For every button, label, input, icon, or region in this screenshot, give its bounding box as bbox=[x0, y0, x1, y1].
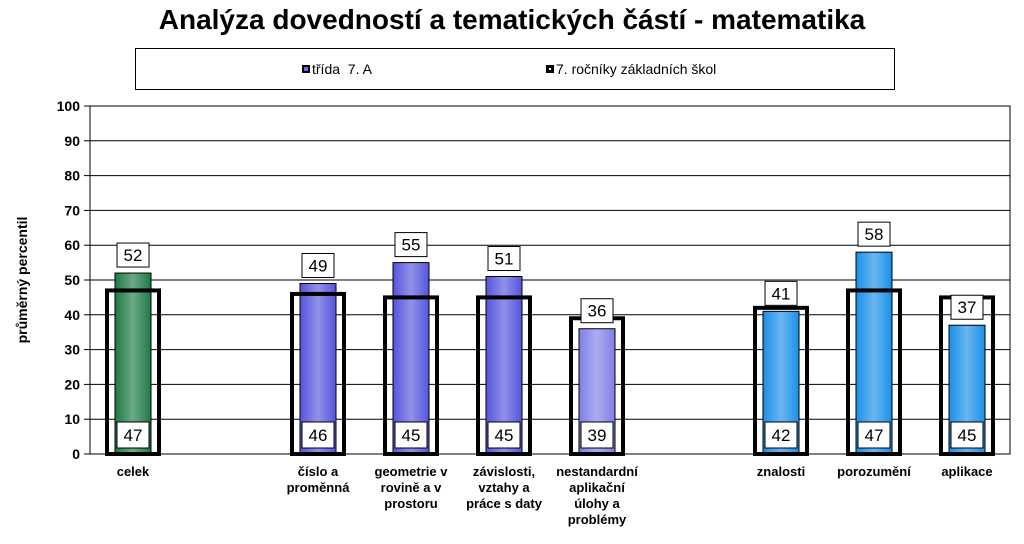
bar-schools bbox=[383, 295, 439, 456]
data-label-box bbox=[950, 294, 984, 320]
data-label-class: 49 bbox=[309, 256, 328, 275]
data-label-class: 41 bbox=[772, 284, 791, 303]
legend-swatch-class bbox=[302, 65, 310, 73]
bar-schools bbox=[290, 291, 346, 457]
data-label-schools: 42 bbox=[772, 426, 791, 445]
legend-swatch-schools bbox=[546, 65, 554, 73]
data-label-box bbox=[950, 421, 984, 449]
data-label-box bbox=[857, 421, 891, 449]
legend-label-schools: 7. ročníky základních škol bbox=[556, 61, 717, 77]
chart-title: Analýza dovedností a tematických částí -… bbox=[158, 4, 866, 35]
legend-item-class: třída 7. A bbox=[302, 61, 372, 77]
x-tick-label: vztahy a bbox=[478, 480, 530, 495]
data-label-box bbox=[301, 252, 335, 278]
bar-schools bbox=[105, 288, 161, 456]
y-tick-label: 40 bbox=[64, 307, 80, 323]
x-tick-label: geometrie v bbox=[375, 464, 449, 479]
data-label-box bbox=[764, 421, 798, 449]
bar-class bbox=[855, 251, 893, 455]
data-label-class: 58 bbox=[865, 225, 884, 244]
x-tick-label: závislosti, bbox=[473, 464, 535, 479]
x-tick-label: proměnná bbox=[287, 480, 351, 495]
data-label-schools: 45 bbox=[402, 426, 421, 445]
data-label-box bbox=[580, 298, 614, 324]
x-tick-label: porozumění bbox=[837, 464, 911, 479]
x-tick-label: rovině a v bbox=[381, 480, 442, 495]
x-tick-label: nestandardní bbox=[556, 464, 638, 479]
data-label-schools: 45 bbox=[958, 426, 977, 445]
x-tick-label: práce s daty bbox=[466, 496, 543, 511]
data-label-box bbox=[580, 421, 614, 449]
data-label-schools: 39 bbox=[588, 426, 607, 445]
y-tick-label: 50 bbox=[64, 272, 80, 288]
x-tick-label: problémy bbox=[568, 512, 627, 527]
x-tick-label: úlohy a bbox=[574, 496, 620, 511]
y-tick-label: 60 bbox=[64, 237, 80, 253]
data-label-schools: 45 bbox=[495, 426, 514, 445]
data-label-box bbox=[116, 242, 150, 268]
y-tick-label: 80 bbox=[64, 168, 80, 184]
y-tick-label: 100 bbox=[57, 98, 81, 114]
x-tick-label: prostoru bbox=[384, 496, 438, 511]
y-tick-label: 30 bbox=[64, 342, 80, 358]
y-tick-label: 90 bbox=[64, 133, 80, 149]
y-tick-label: 20 bbox=[64, 376, 80, 392]
data-label-box bbox=[394, 232, 428, 258]
y-tick-label: 70 bbox=[64, 202, 80, 218]
data-label-box bbox=[301, 421, 335, 449]
data-label-class: 36 bbox=[588, 302, 607, 321]
data-label-box bbox=[116, 421, 150, 449]
y-tick-label: 0 bbox=[72, 446, 80, 462]
data-label-box bbox=[394, 421, 428, 449]
bar-schools bbox=[753, 305, 809, 456]
legend: třída 7. A 7. ročníky základních škol bbox=[135, 48, 895, 90]
y-tick-label: 10 bbox=[64, 411, 80, 427]
legend-label-class: třída 7. A bbox=[312, 61, 372, 77]
bar-schools bbox=[476, 295, 532, 456]
x-tick-label: číslo a bbox=[298, 464, 339, 479]
x-tick-label: znalosti bbox=[757, 464, 805, 479]
data-label-schools: 46 bbox=[309, 426, 328, 445]
plot-border bbox=[89, 105, 1011, 455]
data-label-class: 37 bbox=[958, 298, 977, 317]
data-label-schools: 47 bbox=[124, 426, 143, 445]
data-label-class: 55 bbox=[402, 236, 421, 255]
data-label-box bbox=[487, 246, 521, 272]
x-tick-label: celek bbox=[117, 464, 150, 479]
x-tick-label: aplikace bbox=[941, 464, 992, 479]
data-label-class: 52 bbox=[124, 246, 143, 265]
data-label-box bbox=[764, 280, 798, 306]
data-label-box bbox=[857, 221, 891, 247]
legend-item-schools: 7. ročníky základních škol bbox=[546, 61, 716, 77]
data-label-class: 51 bbox=[495, 250, 514, 269]
bar-schools bbox=[846, 288, 902, 456]
data-label-box bbox=[487, 421, 521, 449]
data-label-schools: 47 bbox=[865, 426, 884, 445]
x-tick-label: aplikační bbox=[569, 480, 625, 495]
